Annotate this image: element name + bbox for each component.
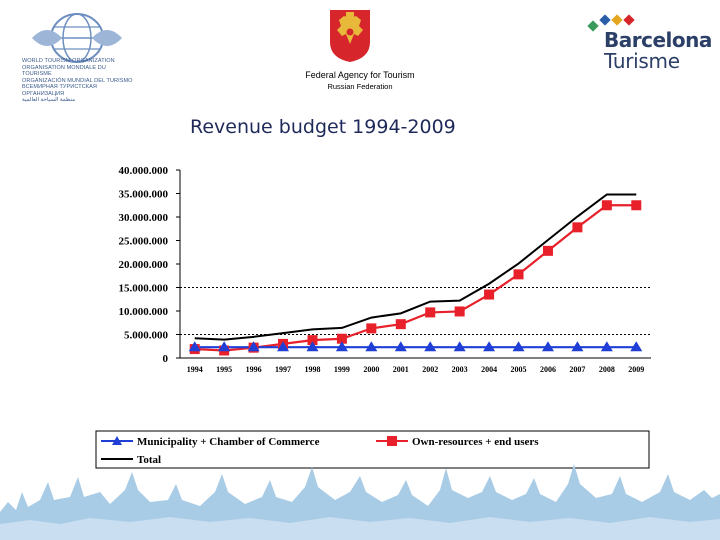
wto-text-line: WORLD TOURISM ORGANIZATION bbox=[22, 58, 115, 64]
data-point-own-resources bbox=[572, 222, 583, 233]
data-point-municipality bbox=[188, 341, 201, 352]
data-point-own-resources bbox=[366, 323, 377, 334]
series-line-own-resources bbox=[194, 204, 637, 352]
city-skyline-icon bbox=[0, 464, 720, 540]
x-tick-label: 1994 bbox=[187, 365, 203, 374]
x-tick-label: 2007 bbox=[569, 365, 585, 374]
y-tick-label: 40.000.000 bbox=[119, 165, 169, 177]
x-tick-label: 2002 bbox=[422, 365, 438, 374]
data-point-municipality bbox=[630, 341, 643, 352]
wto-text-line: منظمة السياحة العالمية bbox=[22, 97, 76, 103]
y-tick-label: 0 bbox=[163, 353, 169, 365]
data-point-municipality bbox=[483, 341, 496, 352]
brand-name: Barcelona bbox=[604, 28, 712, 52]
x-tick-label: 1995 bbox=[216, 365, 232, 374]
series-lines bbox=[194, 193, 637, 352]
data-point-municipality bbox=[541, 341, 554, 352]
x-tick-label: 2005 bbox=[511, 365, 527, 374]
data-point-municipality bbox=[571, 341, 584, 352]
coat-of-arms-icon bbox=[330, 10, 370, 62]
legend: Municipality + Chamber of Commerce Own-r… bbox=[95, 430, 650, 469]
data-point-municipality bbox=[453, 341, 466, 352]
data-point-own-resources bbox=[631, 200, 642, 211]
wto-text-line: ORGANISATION MONDIALE DU TOURISME bbox=[22, 64, 106, 78]
y-tick-label: 20.000.000 bbox=[119, 259, 169, 271]
x-tick-label: 2006 bbox=[540, 365, 556, 374]
data-point-own-resources bbox=[425, 307, 436, 318]
series-line-total bbox=[194, 193, 637, 341]
data-point-municipality bbox=[600, 341, 613, 352]
data-point-own-resources bbox=[601, 200, 612, 211]
y-tick-label: 25.000.000 bbox=[119, 236, 169, 248]
wto-text-block: WORLD TOURISM ORGANIZATION ORGANISATION … bbox=[22, 58, 137, 104]
legend-marker-triangle bbox=[112, 436, 122, 445]
legend-marker-square bbox=[387, 436, 397, 446]
y-tick-label: 30.000.000 bbox=[119, 212, 169, 224]
x-tick-label: 2001 bbox=[393, 365, 409, 374]
brand-subname: Turisme bbox=[604, 49, 680, 73]
wto-globe-logo bbox=[32, 13, 122, 63]
x-tick-label: 2004 bbox=[481, 365, 497, 374]
x-tick-label: 2009 bbox=[628, 365, 644, 374]
axes bbox=[179, 170, 651, 359]
data-point-own-resources bbox=[307, 335, 318, 346]
y-tick-label: 10.000.000 bbox=[119, 306, 169, 318]
x-tick-label: 2000 bbox=[363, 365, 379, 374]
slide-title: Revenue budget 1994-2009 bbox=[190, 116, 456, 138]
agency-subtitle: Russian Federation bbox=[327, 82, 393, 91]
x-tick-label: 2008 bbox=[599, 365, 615, 374]
legend-label-own-resources: Own-resources + end users bbox=[412, 436, 539, 448]
x-tick-label: 1998 bbox=[304, 365, 320, 374]
x-tick-label: 1996 bbox=[246, 365, 262, 374]
data-point-own-resources bbox=[395, 319, 406, 330]
x-axis-ticks: 1994 1995 1996 1997 1998 1999 2000 2001 2002 2003… bbox=[187, 365, 645, 374]
y-axis-ticks: 0 5.000.000 10.000.000 15.000.000 20.000.000… bbox=[119, 165, 180, 365]
wto-text-line: ORGANIZACIÓN MUNDIAL DEL TURISMO bbox=[22, 77, 133, 84]
y-tick-label: 15.000.000 bbox=[119, 283, 169, 295]
data-point-municipality bbox=[277, 341, 290, 352]
data-point-municipality bbox=[335, 341, 348, 352]
data-point-own-resources bbox=[454, 306, 465, 317]
data-point-municipality bbox=[306, 341, 319, 352]
data-point-own-resources bbox=[513, 269, 524, 280]
legend-label-total: Total bbox=[137, 454, 161, 466]
x-tick-label: 2003 bbox=[452, 365, 468, 374]
data-point-municipality bbox=[424, 341, 437, 352]
data-point-municipality bbox=[512, 341, 525, 352]
legend-box bbox=[95, 430, 650, 469]
wto-text-line: ВСЕМИРНАЯ ТУРИСТСКАЯ ОРГАНИЗАЦИЯ bbox=[22, 84, 97, 97]
data-point-municipality bbox=[218, 341, 231, 352]
y-tick-label: 5.000.000 bbox=[124, 330, 169, 342]
data-point-municipality bbox=[247, 341, 260, 352]
x-tick-label: 1997 bbox=[275, 365, 291, 374]
data-point-own-resources bbox=[336, 333, 347, 344]
data-point-own-resources bbox=[542, 245, 553, 256]
agency-title: Federal Agency for Tourism bbox=[305, 70, 415, 80]
data-point-own-resources bbox=[484, 289, 495, 300]
data-point-municipality bbox=[394, 341, 407, 352]
y-tick-label: 35.000.000 bbox=[119, 189, 169, 201]
reference-lines bbox=[180, 287, 651, 335]
x-tick-label: 1999 bbox=[334, 365, 350, 374]
barcelona-diamonds-icon bbox=[587, 14, 635, 32]
data-point-municipality bbox=[365, 341, 378, 352]
globe-icon bbox=[32, 13, 122, 63]
series-markers bbox=[188, 200, 643, 356]
legend-label-municipality: Municipality + Chamber of Commerce bbox=[137, 436, 320, 448]
